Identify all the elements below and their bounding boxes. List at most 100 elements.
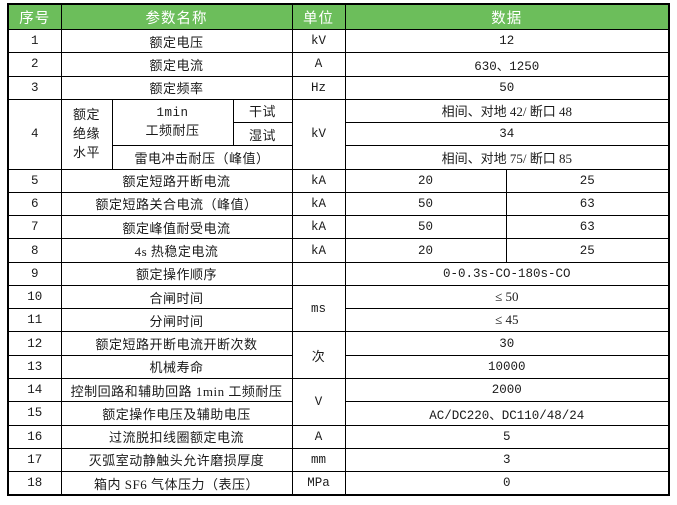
cell-r7-data2: 63: [505, 215, 670, 240]
cell-r1-data: 12: [344, 28, 670, 54]
cell-r7-no: 7: [7, 215, 62, 240]
cell-r18-param: 箱内 SF6 气体压力（表压）: [60, 471, 293, 496]
group-line: 水平: [72, 144, 100, 160]
cell-r4-wet-label: 湿试: [232, 122, 293, 147]
freq-line: 1min: [156, 106, 189, 121]
cell-r15-no: 15: [7, 401, 62, 426]
cell-r10-no: 10: [7, 284, 62, 310]
table-row: 18 箱内 SF6 气体压力（表压） MPa 0: [7, 471, 670, 496]
cell-r16-param: 过流脱扣线圈额定电流: [60, 424, 293, 449]
cell-r13-no: 13: [7, 354, 62, 379]
cell-r9-param: 额定操作顺序: [60, 261, 293, 286]
cell-r16-unit: A: [291, 424, 346, 449]
cell-r9-unit: [291, 261, 346, 286]
col-header-param: 参数名称: [60, 3, 293, 30]
cell-r1-param: 额定电压: [60, 28, 293, 54]
cell-r15-param: 额定操作电压及辅助电压: [60, 401, 293, 426]
spec-table: 序号 参数名称 单位 数据 1 额定电压 kV 12 2 额定电流 A 630、…: [7, 3, 671, 496]
cell-r12-no: 12: [7, 331, 62, 356]
cell-r16-no: 16: [7, 424, 62, 449]
cell-r12-data: 30: [344, 331, 670, 356]
cell-r4-no: 4: [7, 98, 62, 170]
col-header-unit: 单位: [291, 3, 346, 30]
cell-r17-param: 灭弧室动静触头允许磨损厚度: [60, 447, 293, 473]
table-row: 6 额定短路关合电流（峰值） kA 50 63: [7, 191, 670, 217]
cell-unit-volt: V: [291, 377, 346, 426]
table-row: 14 控制回路和辅助回路 1min 工频耐压 V 2000: [7, 377, 670, 426]
cell-r5-param: 额定短路开断电流: [60, 168, 293, 193]
cell-r17-no: 17: [7, 447, 62, 473]
table-row: 8 4s 热稳定电流 kA 20 25: [7, 238, 670, 263]
cell-r18-data: 0: [344, 471, 670, 496]
cell-r9-no: 9: [7, 261, 62, 286]
cell-r14-data: 2000: [344, 377, 670, 403]
cell-r10-data: ≤ 50: [344, 284, 670, 310]
table-row: 3 额定频率 Hz 50: [7, 75, 670, 100]
table-row: 雷电冲击耐压（峰值） 相间、对地 75/ 断口 85: [8, 145, 670, 170]
cell-r16-data: 5: [344, 424, 670, 449]
header-row: 序号 参数名称 单位 数据: [7, 3, 670, 30]
cell-r7-data1: 50: [344, 215, 507, 240]
cell-r4-group: 额定 绝缘 水平: [60, 98, 113, 170]
table-row: 17 灭弧室动静触头允许磨损厚度 mm 3: [7, 447, 670, 473]
cell-r1-unit: kV: [291, 28, 346, 54]
cell-r6-data2: 63: [505, 191, 670, 217]
cell-r12-param: 额定短路开断电流开断次数: [60, 331, 293, 356]
table-row: 13 机械寿命 10000: [7, 354, 670, 379]
cell-unit-times: 次: [291, 331, 346, 379]
table-row: 10 合闸时间 ms ≤ 50: [7, 284, 670, 333]
cell-r18-no: 18: [7, 471, 62, 496]
cell-r3-no: 3: [7, 75, 62, 100]
cell-r2-no: 2: [7, 52, 62, 77]
group-line: 额定: [72, 106, 100, 122]
cell-r2-param: 额定电流: [60, 52, 293, 77]
table-row: 11 分闸时间 ≤ 45: [7, 308, 670, 333]
cell-unit-ms: ms: [291, 284, 346, 333]
cell-r4-unit: kV: [291, 98, 346, 170]
cell-r18-unit: MPa: [291, 471, 346, 496]
cell-r3-data: 50: [344, 75, 670, 100]
cell-r8-unit: kA: [291, 238, 346, 263]
cell-r11-data: ≤ 45: [344, 308, 670, 333]
cell-r14-param: 控制回路和辅助回路 1min 工频耐压: [60, 377, 293, 403]
cell-r11-param: 分闸时间: [60, 308, 293, 333]
table-row: 5 额定短路开断电流 kA 20 25: [7, 168, 670, 193]
cell-r8-param: 4s 热稳定电流: [60, 238, 293, 263]
col-header-data: 数据: [344, 3, 670, 30]
cell-r14-no: 14: [7, 377, 62, 403]
cell-r6-no: 6: [7, 191, 62, 217]
cell-r4-lightning-data: 相间、对地 75/ 断口 85: [344, 145, 670, 170]
cell-r4-lightning-label: 雷电冲击耐压（峰值）: [111, 145, 293, 170]
cell-r6-param: 额定短路关合电流（峰值）: [60, 191, 293, 217]
table-row: 7 额定峰值耐受电流 kA 50 63: [7, 215, 670, 240]
group-line: 绝缘: [72, 125, 100, 141]
table-row: 15 额定操作电压及辅助电压 AC/DC220、DC110/48/24: [7, 401, 670, 426]
cell-r7-unit: kA: [291, 215, 346, 240]
cell-r3-param: 额定频率: [60, 75, 293, 100]
cell-r10-param: 合闸时间: [60, 284, 293, 310]
cell-r5-no: 5: [7, 168, 62, 193]
cell-r7-param: 额定峰值耐受电流: [60, 215, 293, 240]
cell-r5-unit: kA: [291, 168, 346, 193]
freq-line: 工频耐压: [145, 123, 200, 139]
cell-r2-data: 630、1250: [344, 52, 670, 77]
cell-r8-no: 8: [7, 238, 62, 263]
cell-r11-no: 11: [7, 308, 62, 333]
table-row: 4 额定 绝缘 水平 1min 工频耐压 干试 kV 相间、对地 42/ 断口 …: [7, 98, 670, 170]
cell-r2-unit: A: [291, 52, 346, 77]
cell-r3-unit: Hz: [291, 75, 346, 100]
cell-r17-data: 3: [344, 447, 670, 473]
cell-r6-data1: 50: [344, 191, 507, 217]
cell-r4-freq-withstand: 1min 工频耐压: [111, 98, 234, 147]
cell-r8-data2: 25: [505, 238, 670, 263]
table-row: 12 额定短路开断电流开断次数 次 30: [7, 331, 670, 379]
cell-r13-data: 10000: [344, 354, 670, 379]
col-header-no: 序号: [7, 3, 62, 30]
cell-r4-dry-label: 干试: [232, 98, 293, 124]
cell-r4-wet-data: 34: [344, 122, 670, 147]
cell-r5-data2: 25: [505, 168, 670, 193]
table-row: 16 过流脱扣线圈额定电流 A 5: [7, 424, 670, 449]
cell-r4-dry-data: 相间、对地 42/ 断口 48: [344, 98, 670, 124]
cell-r8-data1: 20: [344, 238, 507, 263]
